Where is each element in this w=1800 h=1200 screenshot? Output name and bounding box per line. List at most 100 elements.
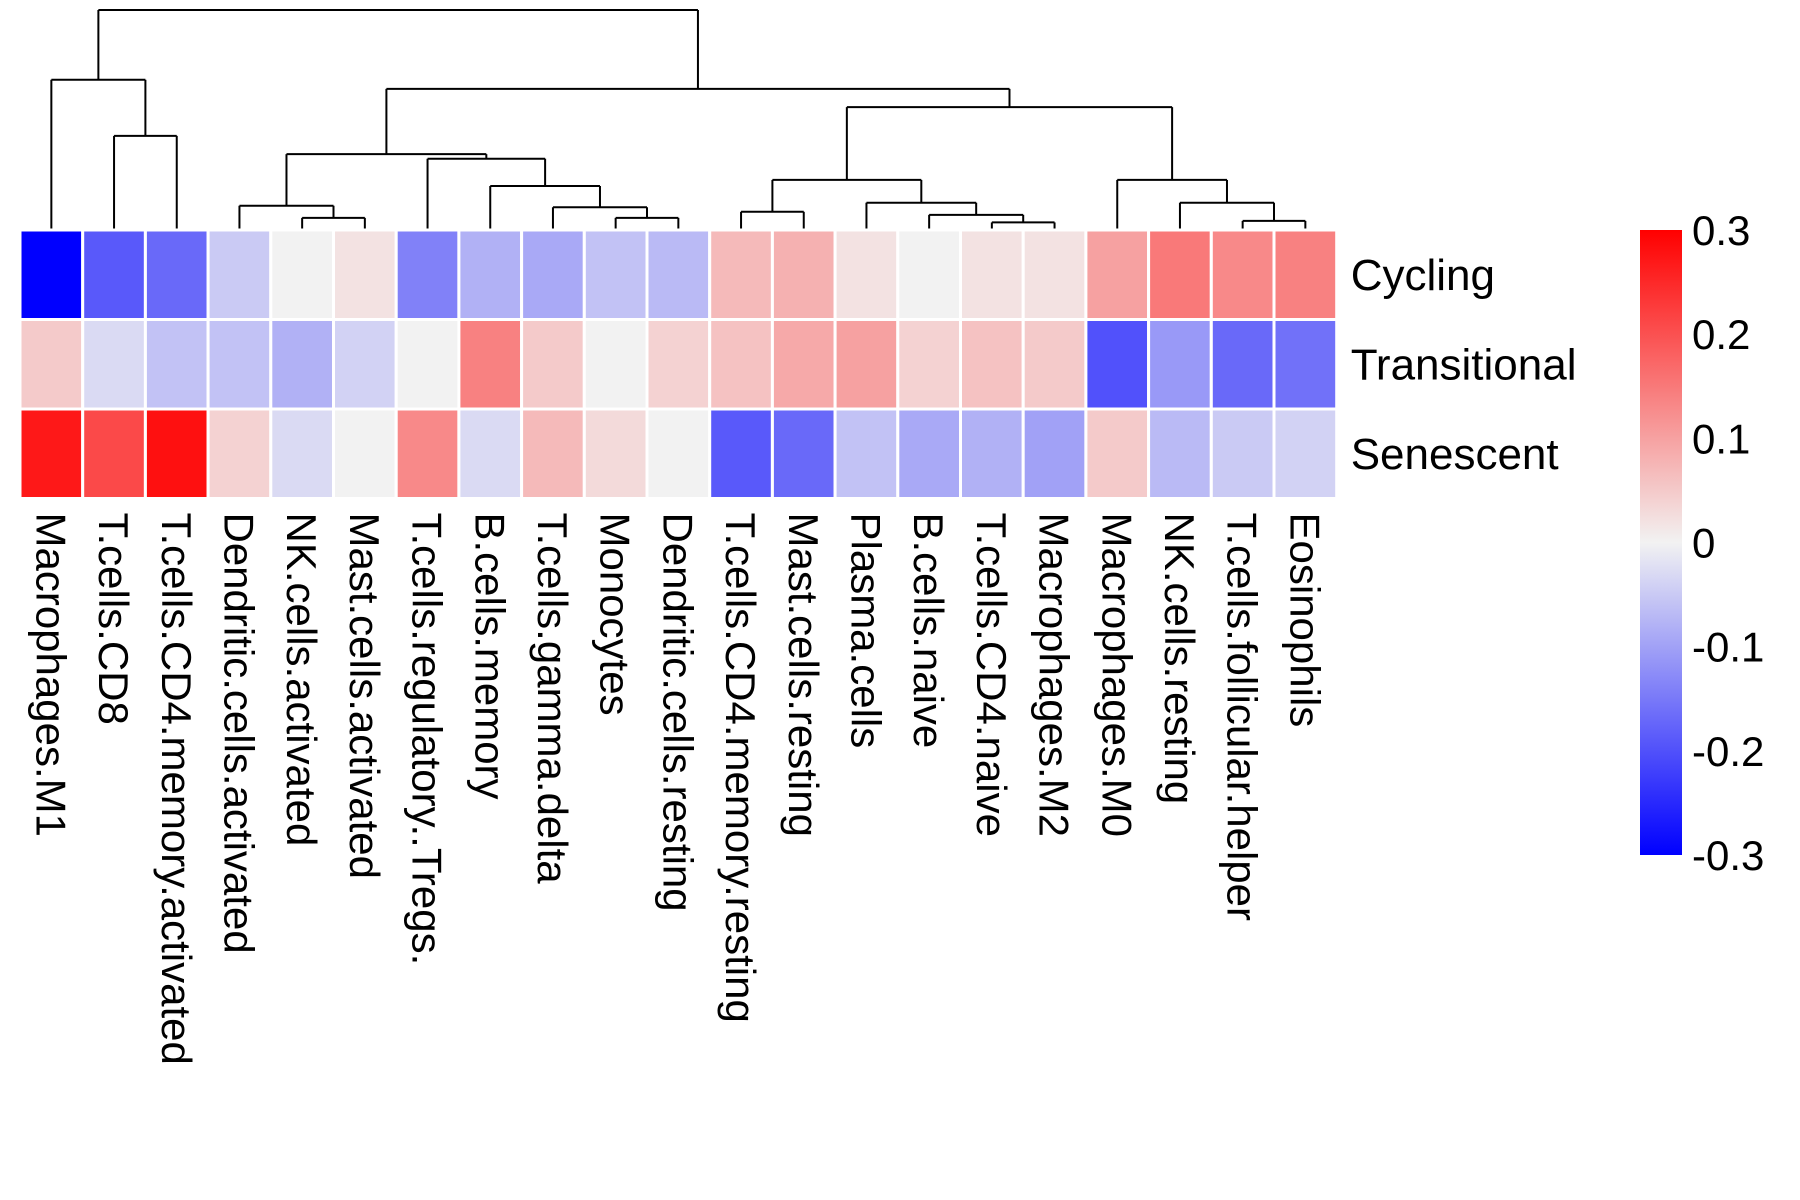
heatmap-cell [1021, 228, 1088, 321]
heatmap-cell [1084, 407, 1151, 500]
heatmap-cell [645, 318, 712, 411]
heatmap-cell [206, 228, 273, 321]
row-label: Senescent [1351, 430, 1559, 479]
heatmap-cell [582, 407, 649, 500]
column-label: T.cells.CD4.memory.resting [717, 513, 764, 1023]
column-label: T.cells.CD8 [90, 513, 137, 725]
heatmap-cells [18, 228, 1339, 500]
heatmap-cell [81, 318, 147, 411]
heatmap-cell [1209, 407, 1276, 500]
heatmap-cell [1272, 407, 1339, 500]
heatmap-cell [143, 407, 210, 500]
column-label: T.cells.regulatory..Tregs. [404, 513, 451, 966]
color-legend: 0.3 0.2 0.1 0 -0.1 -0.2 -0.3 [1640, 207, 1764, 879]
column-label: B.cells.naive [905, 513, 952, 749]
heatmap-cell [1084, 228, 1151, 321]
heatmap-cell [1147, 407, 1213, 500]
column-label: Monocytes [592, 513, 639, 716]
heatmap-cell [833, 318, 900, 411]
heatmap-cell [959, 228, 1025, 321]
heatmap-cell [81, 407, 147, 500]
heatmap-cell [708, 407, 774, 500]
heatmap-cell [1209, 318, 1276, 411]
row-label: Transitional [1351, 340, 1577, 389]
column-label: Dendritic.cells.activated [215, 513, 262, 954]
heatmap-cell [896, 228, 962, 321]
heatmap-cell [332, 407, 398, 500]
heatmap-cell [457, 407, 524, 500]
heatmap-cell [1147, 318, 1213, 411]
column-label: Dendritic.cells.resting [654, 513, 701, 912]
row-label: Cycling [1351, 251, 1495, 300]
heatmap-cell [959, 407, 1025, 500]
column-label: T.cells.CD4.naive [968, 513, 1015, 837]
heatmap-cell [143, 318, 210, 411]
column-label: Eosinophils [1281, 513, 1328, 728]
heatmap-cell [708, 318, 774, 411]
heatmap-cell [332, 228, 398, 321]
legend-tick-label: 0.2 [1692, 311, 1750, 358]
heatmap-cell [959, 318, 1025, 411]
heatmap-cell [520, 228, 586, 321]
heatmap-cell [833, 407, 900, 500]
heatmap-cell [833, 228, 900, 321]
heatmap-cell [770, 228, 837, 321]
heatmap-cell [770, 407, 837, 500]
heatmap-cell [708, 228, 774, 321]
heatmap-cell [1272, 318, 1339, 411]
legend-tick-label: -0.2 [1692, 728, 1764, 775]
column-label: Macrophages.M0 [1093, 513, 1140, 838]
heatmap-cell [582, 228, 649, 321]
column-label: Mast.cells.activated [341, 513, 388, 879]
heatmap-cell [394, 407, 461, 500]
heatmap-cell [1021, 407, 1088, 500]
row-labels: Cycling Transitional Senescent [1351, 251, 1577, 479]
legend-tick-labels: 0.3 0.2 0.1 0 -0.1 -0.2 -0.3 [1692, 207, 1764, 879]
legend-tick-label: 0.3 [1692, 207, 1750, 254]
heatmap-cell [269, 407, 335, 500]
heatmap-cell [18, 228, 85, 321]
legend-tick-label: 0 [1692, 520, 1715, 567]
heatmap-cell [896, 318, 962, 411]
heatmap-cell [457, 318, 524, 411]
heatmap-cell [1021, 318, 1088, 411]
legend-color-bar [1640, 230, 1682, 855]
column-label: Plasma.cells [842, 513, 889, 749]
column-label: T.cells.follicular.helper [1219, 513, 1266, 922]
heatmap-cell [332, 318, 398, 411]
column-labels: Macrophages.M1 T.cells.CD8 T.cells.CD4.mem… [27, 513, 1328, 1065]
heatmap-cell [1272, 228, 1339, 321]
column-label: Macrophages.M1 [27, 513, 74, 838]
column-label: B.cells.memory [466, 513, 513, 800]
heatmap-cell [1147, 228, 1213, 321]
column-label: NK.cells.activated [278, 513, 325, 847]
heatmap-cell [520, 407, 586, 500]
heatmap-cell [206, 407, 273, 500]
column-label: T.cells.CD4.memory.activated [153, 513, 200, 1065]
heatmap-cell [457, 228, 524, 321]
heatmap-cell [18, 407, 85, 500]
column-label: Mast.cells.resting [780, 513, 827, 837]
column-label: NK.cells.resting [1156, 513, 1203, 805]
heatmap-cell [269, 228, 335, 321]
heatmap-cell [645, 228, 712, 321]
heatmap-cell [645, 407, 712, 500]
heatmap-cell [770, 318, 837, 411]
heatmap-cell [1209, 228, 1276, 321]
column-dendrogram [50, 9, 1307, 230]
column-label: Macrophages.M2 [1031, 513, 1078, 838]
heatmap-cell [394, 228, 461, 321]
heatmap-cell [896, 407, 962, 500]
legend-tick-label: -0.1 [1692, 624, 1764, 671]
heatmap-cell [143, 228, 210, 321]
heatmap-cell [81, 228, 147, 321]
heatmap-cell [582, 318, 649, 411]
heatmap-cell [18, 318, 85, 411]
heatmap-cell [269, 318, 335, 411]
heatmap-cell [520, 318, 586, 411]
heatmap-cell [1084, 318, 1151, 411]
legend-tick-label: -0.3 [1692, 832, 1764, 879]
heatmap-cell [394, 318, 461, 411]
legend-tick-label: 0.1 [1692, 415, 1750, 462]
